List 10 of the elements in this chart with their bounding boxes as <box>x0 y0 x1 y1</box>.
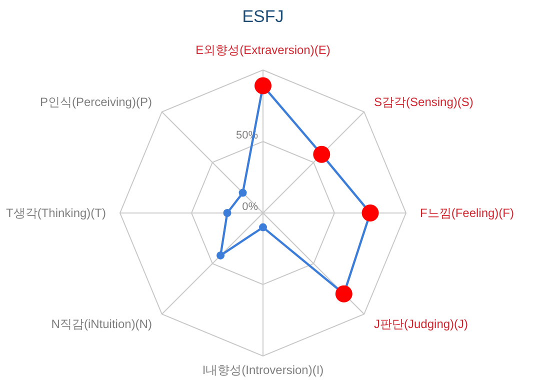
spoke-label: P인식(Perceiving)(P) <box>40 94 152 109</box>
spoke-label: T생각(Thinking)(T) <box>6 206 106 220</box>
y-tick-label: 0% <box>242 201 258 213</box>
spoke-label: F느낌(Feeling)(F) <box>420 206 514 220</box>
spoke-label: J판단(Judging)(J) <box>374 317 468 332</box>
chart-title: ESFJ <box>242 7 284 26</box>
spoke-label: S감각(Sensing)(S) <box>374 94 474 109</box>
spoke-label: I내향성(Introversion)(I) <box>202 363 324 377</box>
spoke-label: E외향성(Extraversion)(E) <box>196 43 330 57</box>
spoke-label: N직감(iNtuition)(N) <box>51 317 152 332</box>
